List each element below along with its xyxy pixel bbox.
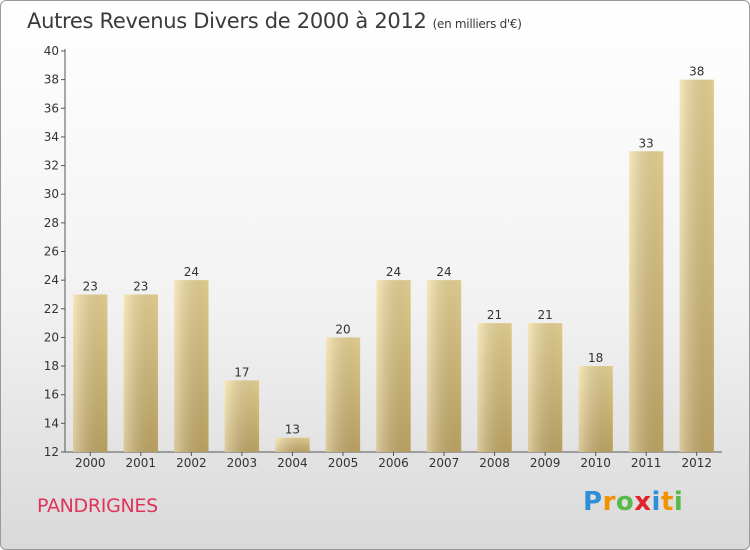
commune-name: PANDRIGNES (37, 495, 158, 517)
bar-value-label: 20 (335, 322, 350, 336)
bar-shade (174, 280, 209, 452)
x-tick-label: 2001 (126, 456, 157, 470)
y-tick-label: 26 (44, 245, 59, 259)
y-tick-label: 16 (44, 388, 59, 402)
x-tick-label: 2009 (530, 456, 561, 470)
chart-title: Autres Revenus Divers de 2000 à 2012 (en … (27, 9, 522, 33)
y-tick-label: 38 (44, 73, 59, 87)
x-tick-label: 2002 (176, 456, 207, 470)
bar-value-label: 24 (386, 265, 401, 279)
bar-shade (73, 294, 108, 452)
bar-shade (325, 337, 361, 452)
bar-shade (477, 323, 512, 452)
logo-letter: P (583, 487, 603, 517)
y-tick-label: 14 (44, 416, 59, 430)
y-tick-label: 18 (44, 359, 59, 373)
y-tick-label: 20 (44, 330, 59, 344)
bar-shade (679, 79, 714, 453)
bar-value-label: 23 (83, 279, 98, 293)
x-tick-label: 2006 (378, 456, 409, 470)
x-tick-label: 2005 (328, 456, 359, 470)
x-tick-label: 2012 (681, 456, 712, 470)
y-tick-label: 24 (44, 273, 59, 287)
x-tick-label: 2007 (429, 456, 460, 470)
y-tick-label: 32 (44, 159, 59, 173)
bar-value-label: 13 (285, 423, 300, 437)
x-tick-label: 2010 (580, 456, 611, 470)
x-tick-label: 2003 (227, 456, 258, 470)
x-tick-label: 2008 (479, 456, 510, 470)
chart-title-text: Autres Revenus Divers de 2000 à 2012 (27, 9, 427, 33)
bar-value-label: 38 (689, 65, 704, 79)
bar-value-label: 24 (436, 265, 451, 279)
bar-shade (629, 151, 664, 452)
bar-value-label: 23 (133, 279, 148, 293)
logo-letter: r (602, 487, 616, 517)
logo-letter: i (673, 487, 684, 517)
bar-shade (376, 280, 411, 452)
logo-letter: i (651, 487, 661, 517)
bar-value-label: 24 (184, 265, 199, 279)
bar-shade (426, 280, 462, 452)
chart-subtitle: (en milliers d'€) (432, 17, 522, 31)
bar-value-label: 33 (639, 136, 654, 150)
x-tick-label: 2011 (631, 456, 662, 470)
y-tick-label: 34 (44, 130, 59, 144)
logo-letter: x (634, 487, 652, 517)
bar-value-label: 17 (234, 365, 249, 379)
bar-shade (275, 437, 310, 452)
logo-letter: t (660, 487, 674, 517)
bar-shade (578, 366, 613, 452)
y-tick-label: 36 (44, 101, 59, 115)
logo-letter: o (615, 487, 635, 517)
bar-value-label: 18 (588, 351, 603, 365)
x-tick-label: 2000 (75, 456, 106, 470)
bar-shade (224, 380, 260, 452)
x-tick-label: 2004 (277, 456, 308, 470)
bar-shade (123, 294, 158, 452)
proxiti-logo: Proxiti (583, 487, 683, 517)
bar-shade (527, 323, 563, 452)
bar-value-label: 21 (537, 308, 552, 322)
y-tick-label: 12 (44, 445, 59, 459)
y-tick-label: 30 (44, 187, 59, 201)
y-tick-label: 28 (44, 216, 59, 230)
y-tick-label: 22 (44, 302, 59, 316)
bar-value-label: 21 (487, 308, 502, 322)
y-tick-label: 40 (44, 44, 59, 58)
